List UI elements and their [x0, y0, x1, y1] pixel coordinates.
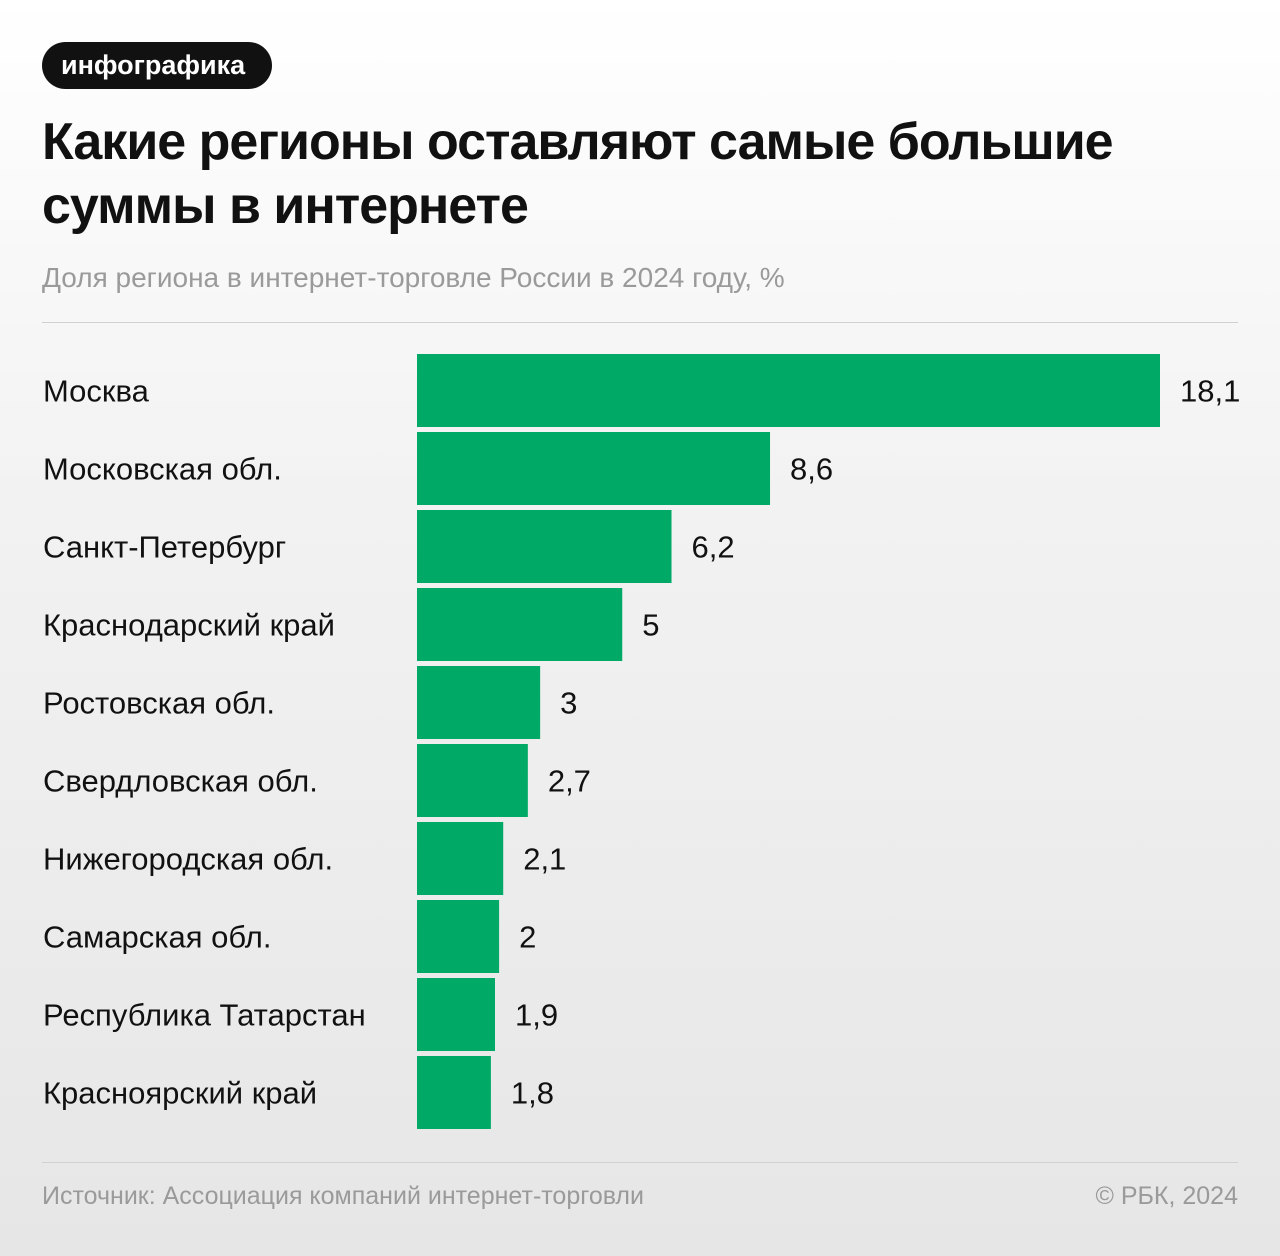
category-label: Ростовская обл.: [43, 686, 275, 721]
chart-title: Какие регионы оставляют самые большие су…: [42, 113, 1114, 235]
infographic-badge: инфографика: [42, 42, 273, 89]
chart-subtitle: Доля региона в интернет-торговле России …: [42, 262, 785, 293]
bar: [417, 510, 672, 583]
category-label: Республика Татарстан: [43, 998, 366, 1033]
category-label: Санкт-Петербург: [43, 530, 286, 565]
copyright-note: © РБК, 2024: [1095, 1182, 1238, 1210]
bar: [417, 354, 1160, 427]
category-label: Самарская обл.: [43, 920, 271, 955]
value-label: 2,7: [548, 764, 591, 799]
bar: [417, 978, 495, 1051]
value-label: 2,1: [523, 842, 566, 877]
value-label: 6,2: [692, 530, 735, 565]
value-label: 8,6: [790, 452, 833, 487]
bar: [417, 822, 504, 895]
value-label: 1,8: [511, 1076, 554, 1111]
value-label: 2: [519, 920, 536, 955]
bar: [417, 744, 528, 817]
value-label: 3: [560, 686, 577, 721]
value-label: 5: [642, 608, 659, 643]
value-label: 18,1: [1180, 374, 1240, 409]
category-label: Свердловская обл.: [43, 764, 318, 799]
category-label: Нижегородская обл.: [43, 842, 333, 877]
value-label: 1,9: [515, 998, 558, 1033]
bar: [417, 666, 541, 739]
top-divider: [42, 322, 1238, 323]
bottom-divider: [42, 1162, 1238, 1163]
category-label: Москва: [43, 374, 150, 409]
bar: [417, 900, 500, 973]
bar: [417, 588, 623, 661]
bar: [417, 432, 771, 505]
source-note: Источник: Ассоциация компаний интернет-т…: [42, 1182, 644, 1210]
category-label: Красноярский край: [43, 1076, 317, 1111]
category-label: Московская обл.: [43, 452, 282, 487]
category-label: Краснодарский край: [43, 608, 335, 643]
bar: [417, 1056, 491, 1129]
